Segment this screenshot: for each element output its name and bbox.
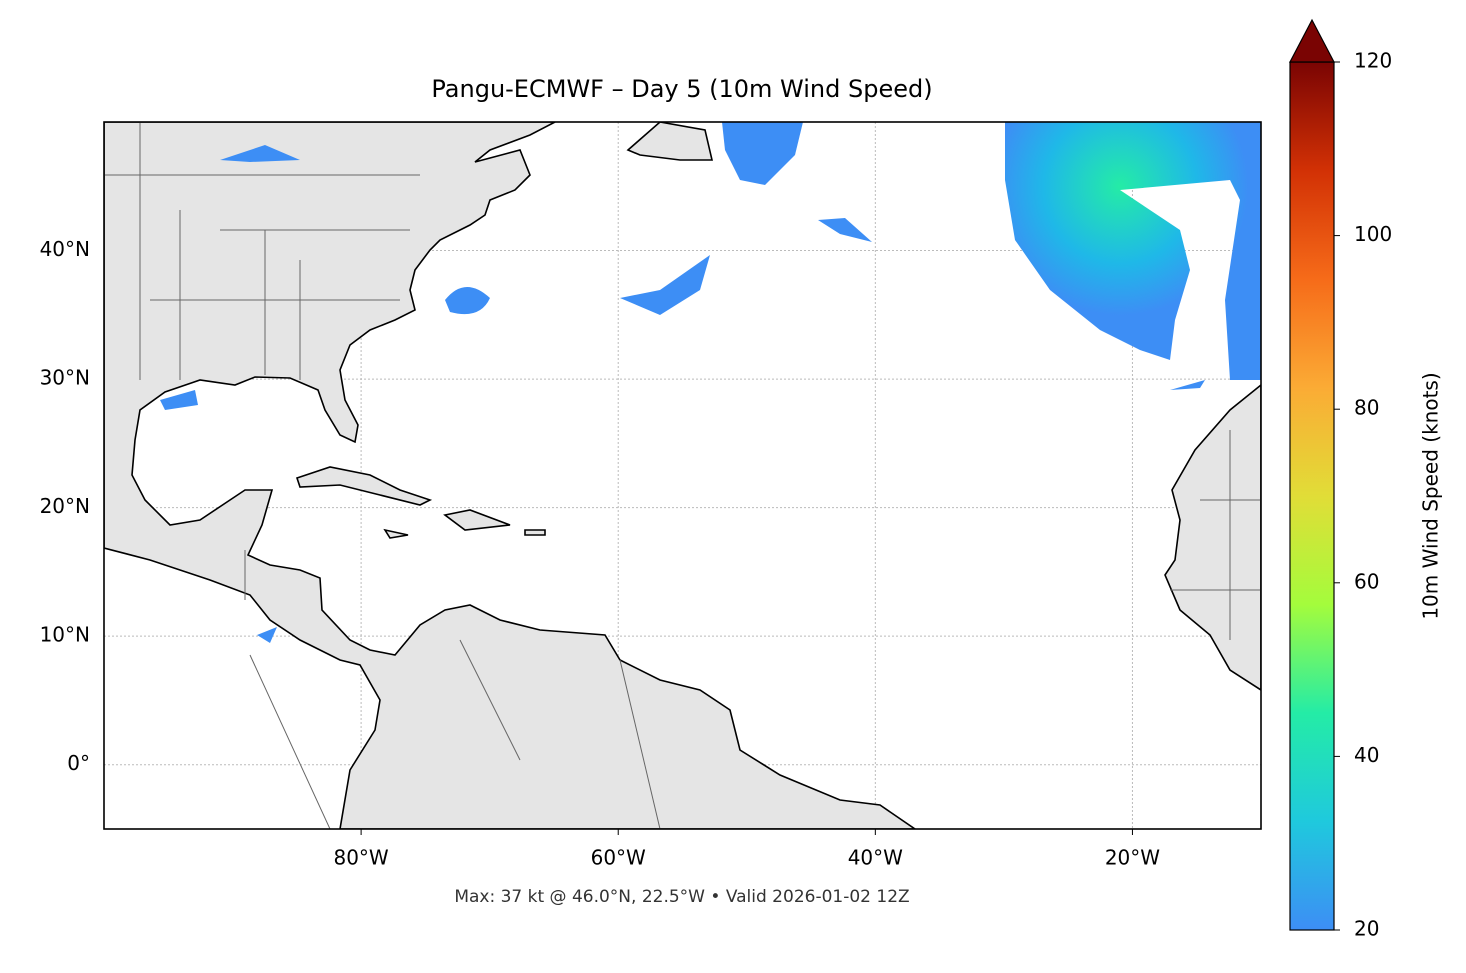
y-tick-label: 20°N [40, 494, 90, 518]
colorbar-tick-label: 60 [1354, 569, 1379, 593]
borders [104, 122, 1261, 829]
y-tick-label: 0° [67, 751, 90, 775]
colorbar-tick-label: 80 [1354, 396, 1379, 420]
hispaniola [443, 509, 511, 531]
colorbar-scale [1289, 61, 1335, 931]
colorbar-tick-label: 100 [1354, 222, 1392, 246]
y-tick-label: 10°N [40, 623, 90, 647]
footer-note: Max: 37 kt @ 46.0°N, 22.5°W • Valid 2026… [454, 887, 909, 907]
colorbar-extend [1289, 18, 1335, 63]
x-tick-label: 40°W [848, 846, 903, 870]
colorbar-label: 10m Wind Speed (knots) [1419, 372, 1443, 619]
wind-area [1005, 122, 1261, 380]
colorbar-tick-label: 120 [1354, 49, 1392, 73]
puerto-rico [524, 529, 546, 536]
x-tick-label: 80°W [333, 846, 388, 870]
colorbar: 20 40 60 80 100 120 10m Wind Speed (knots) [1289, 18, 1443, 941]
x-tick-label: 60°W [591, 846, 646, 870]
colorbar-tick-label: 20 [1354, 917, 1379, 941]
y-tick-label: 40°N [40, 237, 90, 261]
colorbar-tick-label: 40 [1354, 743, 1379, 767]
map [104, 122, 1261, 829]
chart-title: Pangu-ECMWF – Day 5 (10m Wind Speed) [431, 75, 932, 103]
jamaica [383, 528, 409, 539]
axes: 80°W 60°W 40°W 20°W 0° 10°N 20°N 30°N 40°N [40, 237, 1161, 869]
africa [1164, 383, 1261, 691]
wind-area [722, 122, 803, 185]
newfoundland [626, 122, 714, 161]
x-tick-label: 20°W [1105, 846, 1160, 870]
y-tick-label: 30°N [40, 366, 90, 390]
cuba [295, 466, 433, 506]
americas [104, 122, 917, 829]
map-frame [103, 121, 1262, 830]
